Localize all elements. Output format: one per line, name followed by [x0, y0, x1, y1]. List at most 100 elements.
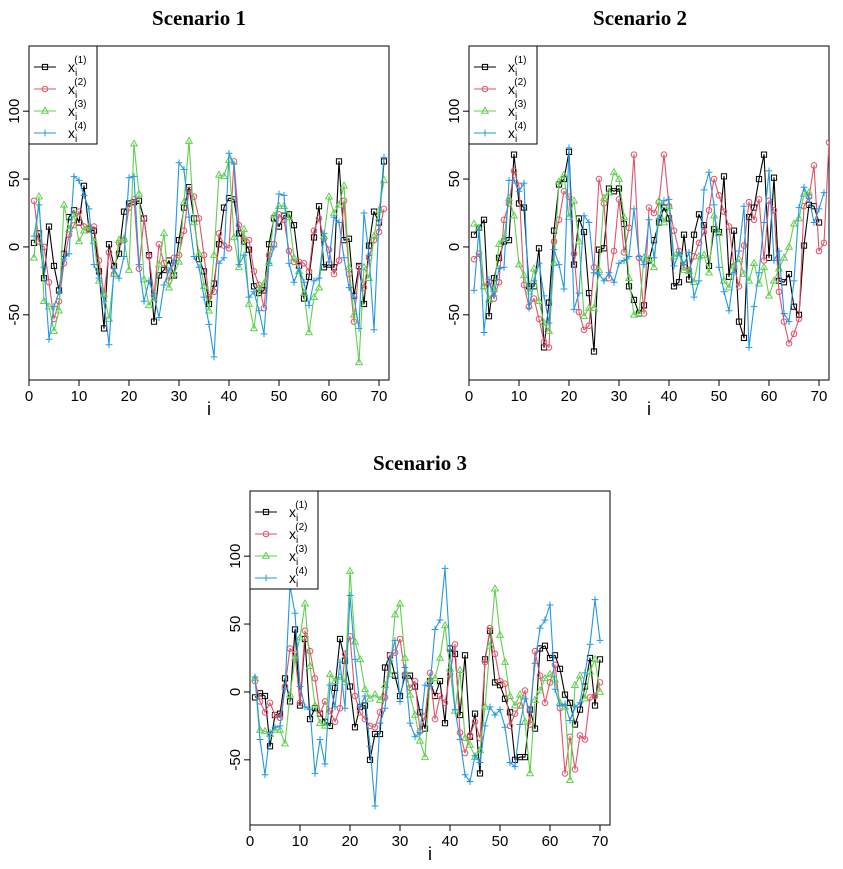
data-point — [555, 261, 563, 268]
data-point — [625, 253, 633, 260]
data-point — [789, 219, 799, 227]
data-point — [371, 802, 379, 810]
data-point — [759, 262, 769, 271]
legend-label: xi(4) — [289, 566, 307, 590]
data-point — [370, 326, 378, 334]
data-point — [486, 624, 494, 632]
legend-item-4: xi(4) — [255, 566, 307, 590]
data-point — [65, 250, 73, 258]
data-point — [581, 669, 589, 677]
data-point — [640, 261, 648, 268]
data-point — [245, 293, 253, 301]
data-point — [785, 318, 793, 326]
data-point — [755, 269, 763, 277]
data-point — [570, 250, 578, 258]
data-point — [699, 250, 709, 258]
data-point — [294, 266, 304, 275]
legend: xi(1)xi(2)xi(3)xi(4) — [28, 45, 98, 145]
data-point — [356, 703, 364, 711]
data-point — [615, 259, 623, 267]
data-point — [745, 198, 753, 206]
data-point — [540, 338, 548, 346]
data-point — [735, 283, 743, 290]
x-tick-label: 70 — [811, 388, 828, 405]
series-line — [254, 570, 601, 781]
data-point — [590, 348, 598, 355]
legend-marker — [40, 106, 50, 114]
data-point — [831, 246, 837, 252]
data-point — [485, 641, 495, 649]
data-point — [370, 690, 380, 698]
data-point — [274, 201, 284, 210]
data-point — [660, 197, 668, 205]
legend-marker — [262, 530, 270, 538]
series-3 — [29, 136, 389, 366]
data-point — [825, 139, 829, 146]
data-point — [301, 627, 309, 635]
series-line — [254, 567, 601, 807]
data-point — [674, 249, 684, 257]
legend: xi(1)xi(2)xi(3)xi(4) — [468, 45, 538, 145]
data-point — [510, 167, 518, 175]
data-point — [276, 714, 284, 722]
legend-label: xi(1) — [68, 55, 86, 79]
data-point — [296, 683, 304, 690]
data-point — [590, 269, 598, 277]
data-point — [300, 259, 308, 267]
x-axis-label: i — [647, 399, 651, 419]
series-1 — [251, 626, 604, 777]
data-point — [154, 259, 164, 268]
data-point — [710, 201, 718, 209]
data-point — [320, 721, 330, 729]
data-point — [720, 288, 728, 296]
data-point — [70, 172, 78, 180]
data-point — [654, 196, 664, 204]
data-point — [139, 274, 149, 283]
legend-marker — [261, 551, 271, 559]
data-point — [94, 276, 104, 284]
data-point — [695, 211, 703, 218]
data-point — [580, 228, 588, 236]
data-point — [339, 181, 349, 189]
data-point — [471, 710, 479, 717]
data-point — [466, 778, 474, 785]
data-point — [529, 264, 539, 272]
data-point — [325, 246, 333, 253]
data-point — [591, 596, 599, 604]
data-point — [120, 253, 128, 260]
data-point — [40, 275, 48, 282]
data-point — [536, 672, 544, 679]
data-point — [690, 231, 698, 238]
data-point — [511, 763, 519, 771]
data-point — [435, 653, 445, 661]
data-point — [145, 253, 153, 260]
series-line — [254, 627, 601, 774]
data-point — [710, 175, 718, 183]
data-point — [305, 661, 315, 669]
series-line — [473, 141, 829, 348]
y-tick-label: -50 — [6, 304, 23, 326]
data-point — [380, 153, 388, 161]
data-point — [705, 168, 713, 176]
data-point — [720, 208, 728, 215]
data-point — [129, 139, 139, 147]
data-point — [174, 257, 184, 265]
data-point — [436, 616, 444, 624]
data-point — [289, 253, 299, 261]
data-point — [366, 742, 374, 750]
data-point — [195, 215, 203, 222]
data-point — [554, 177, 564, 185]
data-point — [90, 261, 98, 268]
data-point — [326, 681, 334, 689]
legend-box — [249, 490, 319, 590]
x-tick-label: 0 — [25, 388, 33, 405]
data-point — [144, 300, 154, 309]
data-point — [244, 299, 254, 307]
data-point — [765, 167, 773, 175]
data-point — [285, 259, 293, 267]
data-point — [501, 723, 509, 731]
data-point — [549, 258, 559, 267]
data-point — [470, 231, 478, 238]
series-4 — [470, 144, 828, 351]
x-tick-label: 50 — [492, 833, 509, 850]
